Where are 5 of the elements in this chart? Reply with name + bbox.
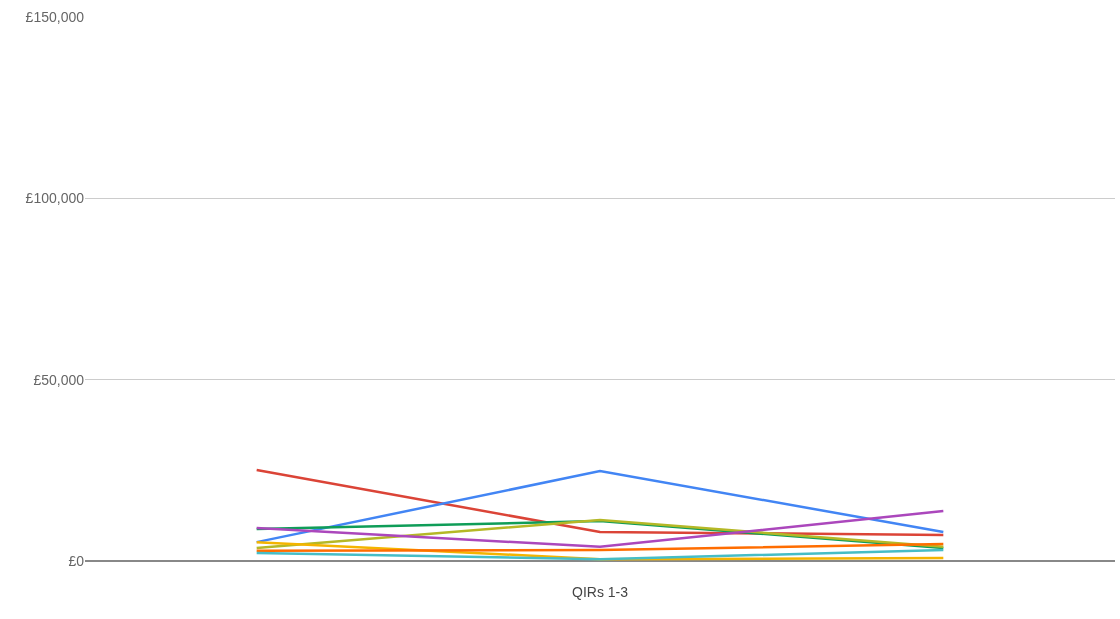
x-tick-label: QIRs 1-3 xyxy=(571,583,629,600)
y-tick-label: £100,000 xyxy=(25,190,85,207)
y-tick-label: £50,000 xyxy=(33,371,85,388)
y-tick-label: £0 xyxy=(68,552,85,569)
y-tick-label: £150,000 xyxy=(25,8,85,25)
